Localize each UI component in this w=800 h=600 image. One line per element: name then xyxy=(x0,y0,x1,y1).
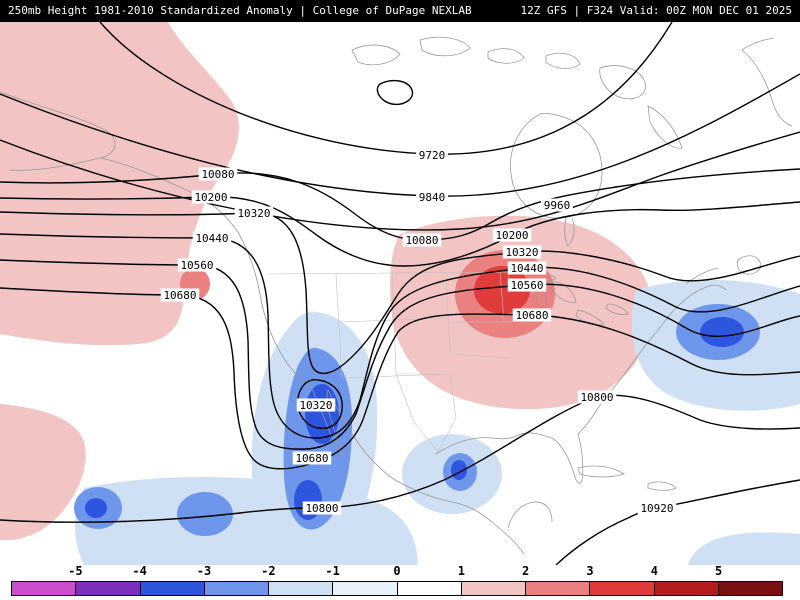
colorbar-segment xyxy=(76,582,141,595)
contour-label-bg xyxy=(302,501,342,515)
colorbar-tick-labels: -5 -4 -3 -2 -1 0 1 2 3 4 5 xyxy=(11,564,783,581)
contour-label: 10320 xyxy=(237,207,270,220)
contour-label: 10560 xyxy=(180,259,213,272)
colorbar-tick: -5 xyxy=(68,564,83,578)
coastline-west xyxy=(0,91,553,555)
colorbar-tick: -4 xyxy=(132,564,147,578)
contour-label-bg xyxy=(292,451,332,465)
contour-label: 10320 xyxy=(505,246,538,259)
positive-anomaly-core-midwest xyxy=(474,266,530,314)
contour-label-bg xyxy=(637,501,677,515)
contour-label-bg xyxy=(192,231,232,245)
contour-label-bg xyxy=(507,261,547,275)
negative-anomaly-core-atlantic xyxy=(700,317,744,347)
contour-10680 xyxy=(0,287,800,470)
anomaly-map: 9720 9840 9960 10080 10200 10320 10440 10560 106… xyxy=(0,22,800,565)
colorbar-tick: 5 xyxy=(715,564,723,578)
positive-anomaly-bottomleft xyxy=(0,404,86,541)
contour-label-bg xyxy=(296,398,336,412)
colorbar-segment xyxy=(269,582,334,595)
contour-label-bg xyxy=(234,206,274,220)
contour-label: 10800 xyxy=(580,391,613,404)
hudson-bay-arctic xyxy=(351,36,793,247)
contour-label: 10680 xyxy=(515,309,548,322)
contour-10200 xyxy=(0,196,800,267)
contour-label-bg xyxy=(160,288,200,302)
contour-label: 10080 xyxy=(405,234,438,247)
contour-label: 10080 xyxy=(201,168,234,181)
title-bar: 250mb Height 1981-2010 Standardized Anom… xyxy=(0,0,800,22)
coastline-east xyxy=(435,255,762,484)
contour-label-bg xyxy=(492,228,532,242)
negative-anomaly-blob-south xyxy=(177,492,233,536)
contour-label-bg xyxy=(507,278,547,292)
colorbar-segment xyxy=(526,582,591,595)
contour-label-bg xyxy=(198,167,238,181)
contour-label-bg xyxy=(577,390,617,404)
colorbar-segment xyxy=(140,582,205,595)
contour-label: 10800 xyxy=(305,502,338,515)
colorbar-segment xyxy=(654,582,719,595)
colorbar-tick: -3 xyxy=(196,564,212,578)
contour-label: 9840 xyxy=(419,191,446,204)
geography-layer xyxy=(0,36,793,555)
contour-label: 10680 xyxy=(295,452,328,465)
negative-anomaly-core-left xyxy=(85,498,107,518)
colorbar-segment xyxy=(12,582,77,595)
colorbar-segment xyxy=(461,582,526,595)
colorbar-tick: -1 xyxy=(325,564,340,578)
model-valid-info: 12Z GFS | F324 Valid: 00Z MON DEC 01 202… xyxy=(520,4,792,17)
contour-10800 xyxy=(0,394,800,523)
contour-label-bg xyxy=(402,233,442,247)
colorbar-segment xyxy=(718,582,782,595)
contour-label-bg xyxy=(502,245,542,259)
contour-label-layer: 9720 9840 9960 10080 10200 10320 10440 10560 106… xyxy=(160,148,677,515)
contour-label: 10440 xyxy=(510,262,543,275)
contour-label: 10200 xyxy=(495,229,528,242)
contour-label: 10680 xyxy=(163,289,196,302)
colorbar-segment xyxy=(333,582,398,595)
contour-label: 10440 xyxy=(195,232,228,245)
colorbar-segment xyxy=(397,582,462,595)
colorbar-tick: -2 xyxy=(261,564,276,578)
contour-10320-closed-low xyxy=(297,379,343,430)
contour-label-bg xyxy=(191,190,231,204)
colorbar-scale xyxy=(11,581,783,596)
colorbar-tick: 4 xyxy=(650,564,658,578)
negative-anomaly-bottomright xyxy=(688,532,800,565)
contour-label-bg xyxy=(177,258,217,272)
contour-label-bg xyxy=(416,148,448,162)
colorbar-tick: 1 xyxy=(457,564,465,578)
contour-label: 10560 xyxy=(510,279,543,292)
chart-title: 250mb Height 1981-2010 Standardized Anom… xyxy=(8,4,472,17)
colorbar-tick: 3 xyxy=(586,564,594,578)
contour-label-bg xyxy=(512,308,552,322)
contour-label: 9960 xyxy=(544,199,571,212)
contour-label-bg xyxy=(416,190,448,204)
contour-arctic-closed xyxy=(376,79,414,106)
contour-label: 10920 xyxy=(640,502,673,515)
anomaly-shading-layer xyxy=(0,22,800,565)
colorbar: -5 -4 -3 -2 -1 0 1 2 3 4 5 xyxy=(11,564,783,596)
contour-label: 10200 xyxy=(194,191,227,204)
contour-label: 9720 xyxy=(419,149,446,162)
colorbar-tick: 2 xyxy=(522,564,530,578)
colorbar-segment xyxy=(590,582,655,595)
colorbar-tick: 0 xyxy=(393,564,401,578)
contour-label: 10320 xyxy=(299,399,332,412)
colorbar-segment xyxy=(204,582,269,595)
contour-9960 xyxy=(0,131,800,231)
contour-label-bg xyxy=(541,198,573,212)
